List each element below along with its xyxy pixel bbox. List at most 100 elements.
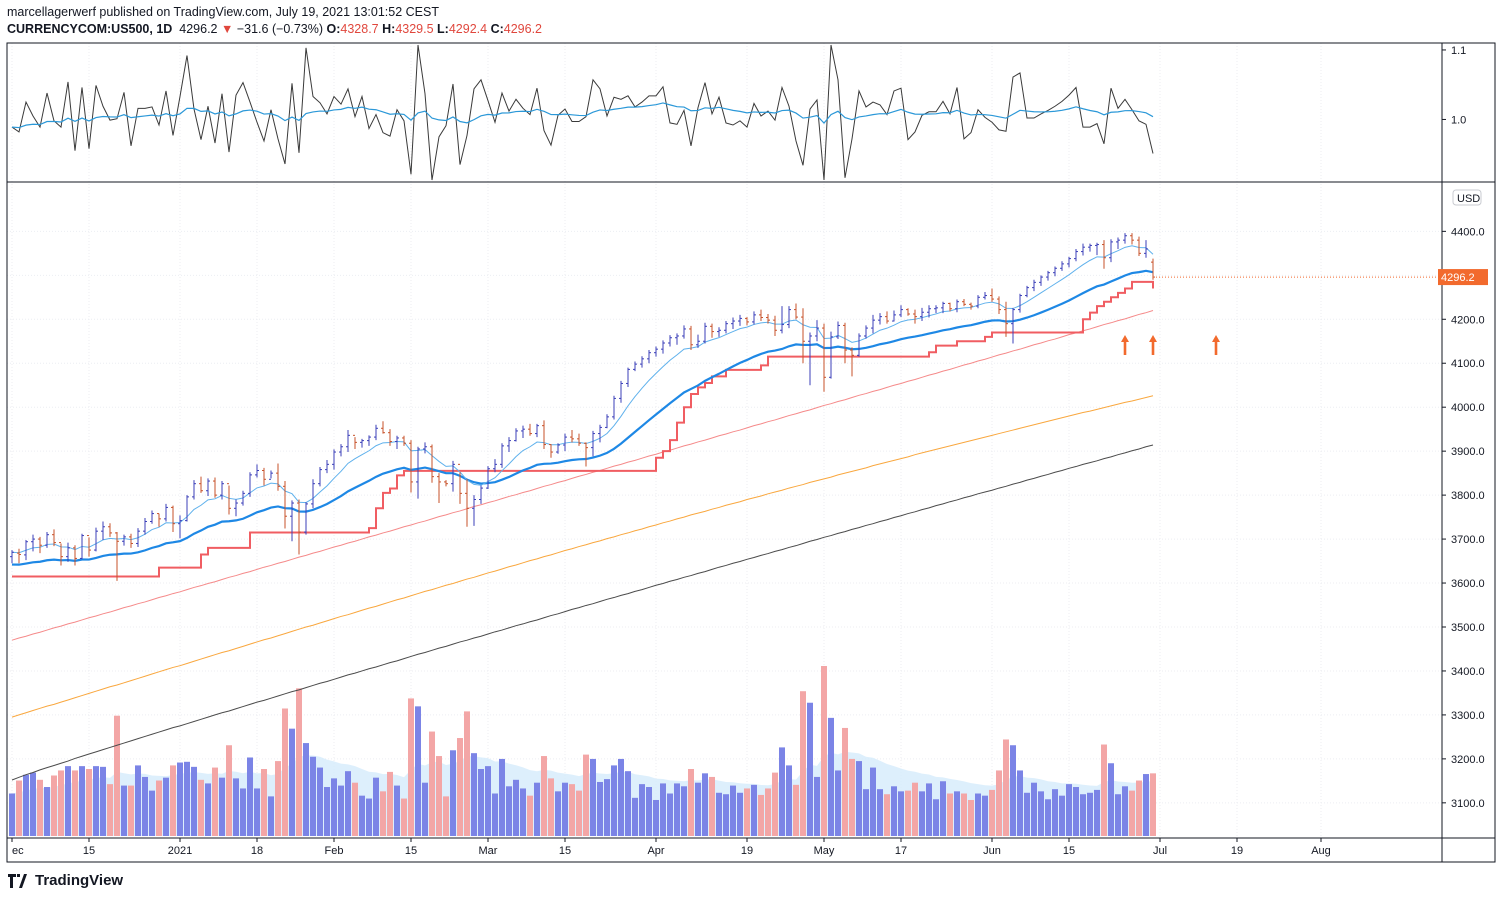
volume-bar [744, 788, 750, 836]
time-tick-label: 18 [251, 845, 263, 857]
volume-bar [632, 797, 638, 836]
volume-bar [863, 789, 869, 836]
volume-bar [163, 777, 169, 836]
volume-bar [1073, 787, 1079, 836]
volume-bar [786, 765, 792, 836]
volume-bar [674, 783, 680, 836]
high-label: H: [382, 22, 396, 36]
volume-bar [338, 785, 344, 836]
volume-bar [408, 698, 414, 836]
candlestick-series [10, 233, 1155, 581]
time-tick-label: Jul [1153, 845, 1167, 857]
volume-bar [443, 796, 449, 836]
volume-bar [814, 776, 820, 836]
volume-bar [898, 791, 904, 836]
volume-bar [646, 787, 652, 836]
volume-bar [345, 771, 351, 836]
time-axis[interactable]: ec 15 2021 18 Feb 15 Mar 15 Apr 19 May 17 Jun 15 Jul 19… [11, 838, 1331, 857]
up-arrow-icon [1212, 335, 1220, 355]
volume-bar [534, 782, 540, 836]
volume-bar [359, 795, 365, 836]
moving-average-lines [11, 245, 1154, 781]
volume-bar [233, 778, 239, 836]
volume-bar [590, 758, 596, 836]
volume-bar [821, 666, 827, 836]
volume-bar [520, 788, 526, 836]
volume-bar [562, 782, 568, 836]
volume-bar [142, 776, 148, 836]
author-name[interactable]: marcellagerwerf [7, 5, 96, 19]
volume-bar [576, 790, 582, 836]
volume-bar [1087, 792, 1093, 836]
volume-bar [177, 762, 183, 836]
price-axis[interactable]: 3100.0 3200.0 3300.0 3400.0 3500.0 3600.0 3700… [1153, 45, 1488, 810]
volume-bar [702, 773, 708, 836]
volume-bar [415, 706, 421, 836]
volume-bar [352, 782, 358, 836]
up-arrow-icon [1121, 335, 1129, 355]
annotation-arrows [1121, 335, 1220, 355]
volume-bar [1136, 780, 1142, 836]
volume-bar [128, 785, 134, 836]
volume-bar [961, 793, 967, 836]
volume-bar [1150, 773, 1156, 836]
volume-bar [289, 728, 295, 836]
volume-bar [380, 791, 386, 836]
volume-bar [653, 799, 659, 836]
volume-bar [835, 770, 841, 836]
volume-bar [86, 769, 92, 836]
tradingview-logo[interactable]: TradingView [8, 872, 123, 889]
volume-bar [583, 754, 589, 836]
time-tick-label: 15 [1063, 845, 1075, 857]
volume-bar [254, 788, 260, 836]
volume-bar [1115, 794, 1121, 836]
volume-bar [1066, 784, 1072, 836]
volume-bar [730, 785, 736, 836]
time-tick-label: 19 [1231, 845, 1243, 857]
volume-bar [884, 794, 890, 836]
volume-bar [737, 792, 743, 836]
volume-bar [51, 775, 57, 836]
volume-bar [317, 767, 323, 836]
volume-bar [856, 761, 862, 836]
volume-bar [247, 757, 253, 836]
price-tick-label: 3800.0 [1451, 490, 1485, 502]
volume-bar [1010, 745, 1016, 836]
price-tick-label: 3400.0 [1451, 666, 1485, 678]
volume-bar [877, 789, 883, 836]
volume-bar [597, 781, 603, 836]
volume-bar [688, 769, 694, 836]
volume-bar [1101, 744, 1107, 836]
volume-bar [93, 766, 99, 836]
volume-bar [779, 747, 785, 836]
volume-bar [849, 758, 855, 836]
price-chart[interactable]: 3100.0 3200.0 3300.0 3400.0 3500.0 3600.0 3700… [0, 0, 1502, 868]
last-price: 4296.2 [179, 22, 218, 36]
time-tick-label: Apr [647, 845, 664, 857]
volume-bar [114, 715, 120, 836]
price-change: −31.6 (−0.73%) [236, 22, 324, 36]
volume-bar [611, 765, 617, 836]
volume-bar [16, 780, 22, 836]
volume-bar [65, 766, 71, 836]
price-tick-label: 4400.0 [1451, 226, 1485, 238]
price-tick-label: 3500.0 [1451, 622, 1485, 634]
volume-bar [667, 793, 673, 836]
volume-bar [506, 786, 512, 836]
volume-bar [919, 791, 925, 836]
volume-bar [275, 761, 281, 836]
volume-bar [548, 778, 554, 836]
volume-bar [58, 770, 64, 836]
volume-bar [772, 772, 778, 836]
volume-bar [9, 793, 15, 836]
indicator-pane[interactable] [11, 44, 1154, 181]
volume-bar [149, 790, 155, 836]
indicator-tick-label: 1.1 [1451, 45, 1466, 57]
volume-bar [807, 702, 813, 836]
volume-bar [541, 756, 547, 836]
volume-bar [436, 756, 442, 836]
volume-bar [1059, 795, 1065, 836]
close-value: 4296.2 [503, 22, 542, 36]
price-tick-label: 4000.0 [1451, 402, 1485, 414]
volume-bar [268, 796, 274, 836]
